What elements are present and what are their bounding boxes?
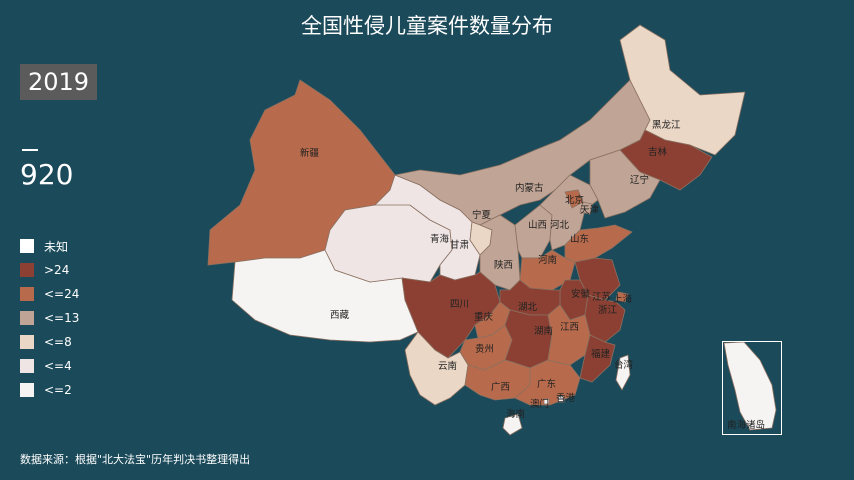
legend-swatch <box>20 359 34 373</box>
label-hainan: 海南 <box>506 408 525 420</box>
label-gansu: 甘肃 <box>450 239 469 251</box>
legend-item-le8: <=8 <box>20 330 79 354</box>
label-jiangxi: 江西 <box>560 322 579 333</box>
label-shanxi: 山西 <box>528 220 547 231</box>
province-shanxi[interactable] <box>514 204 553 259</box>
label-qinghai: 青海 <box>430 233 450 245</box>
legend-item-le2: <=2 <box>20 378 79 402</box>
label-ningxia: 宁夏 <box>472 209 492 221</box>
province-hainan[interactable] <box>502 413 523 436</box>
label-xianggang: 香港 <box>556 392 576 404</box>
label-shandong: 山东 <box>570 233 589 245</box>
label-chongqing: 重庆 <box>474 311 494 323</box>
province-tianjin[interactable] <box>579 201 593 215</box>
province-hebei[interactable] <box>539 174 599 251</box>
label-guizhou: 贵州 <box>475 343 494 355</box>
south-china-sea-inset <box>722 341 782 435</box>
legend-label: <=24 <box>44 287 80 301</box>
label-shaanxi: 陕西 <box>494 259 513 271</box>
province-aomen[interactable] <box>543 398 550 405</box>
legend-swatch <box>20 287 34 301</box>
legend-item-le24: <=24 <box>20 282 79 306</box>
legend-label: 未知 <box>44 239 69 254</box>
province-shanghai[interactable] <box>615 291 629 303</box>
legend-item-gt24: >24 <box>20 258 79 282</box>
label-guangxi: 广西 <box>491 381 510 393</box>
label-heilongjiang: 黑龙江 <box>652 119 681 131</box>
year-badge: 2019 <box>20 64 97 100</box>
label-yunnan: 云南 <box>438 360 457 372</box>
province-taiwan[interactable] <box>615 354 631 391</box>
label-hubei: 湖北 <box>518 302 538 313</box>
data-source: 数据来源：根据"北大法宝"历年判决书整理得出 <box>20 453 251 466</box>
label-shanghai: 上海 <box>613 293 633 305</box>
label-zhejiang: 浙江 <box>598 304 618 316</box>
label-henan: 河南 <box>538 254 557 266</box>
province-heilongjiang[interactable] <box>619 24 746 156</box>
province-guangdong[interactable] <box>514 359 581 406</box>
province-fujian[interactable] <box>579 334 616 383</box>
legend-swatch <box>20 263 34 277</box>
legend-swatch <box>20 311 34 325</box>
label-neimenggu: 内蒙古 <box>515 182 544 194</box>
legend-item-unknown: 未知 <box>20 234 79 258</box>
label-xinjiang: 新疆 <box>300 147 320 159</box>
map-title: 全国性侵儿童案件数量分布 <box>301 14 553 38</box>
legend-swatch <box>20 335 34 349</box>
legend-label: <=13 <box>44 311 80 325</box>
legend-label: <=8 <box>44 335 72 349</box>
province-xianggang[interactable] <box>557 395 565 403</box>
label-taiwan: 台湾 <box>614 359 634 371</box>
legend-label: <=2 <box>44 383 72 397</box>
label-xizang: 西藏 <box>330 309 350 321</box>
legend: 未知 >24 <=24 <=13 <=8 <=4 <=2 <box>20 234 79 402</box>
total-count: 920 <box>20 158 74 191</box>
label-nanhai: 南海诸岛 <box>727 419 765 431</box>
total-dash <box>22 149 38 151</box>
province-yunnan[interactable] <box>404 331 469 406</box>
label-hunan: 湖南 <box>534 325 553 337</box>
label-jilin: 吉林 <box>648 146 668 158</box>
label-sichuan: 四川 <box>450 299 469 310</box>
label-fujian: 福建 <box>591 348 611 360</box>
legend-item-le13: <=13 <box>20 306 79 330</box>
province-shaanxi[interactable] <box>479 214 521 291</box>
label-guangdong: 广东 <box>537 378 556 390</box>
legend-swatch <box>20 239 34 253</box>
label-liaoning: 辽宁 <box>630 174 649 186</box>
legend-swatch <box>20 383 34 397</box>
label-hebei: 河北 <box>550 219 570 231</box>
label-jiangsu: 江苏 <box>592 291 612 303</box>
label-tianjin: 天津 <box>580 205 600 216</box>
legend-item-le4: <=4 <box>20 354 79 378</box>
label-beijing: 北京 <box>565 194 584 206</box>
province-hunan[interactable] <box>504 309 553 369</box>
legend-label: >24 <box>44 263 70 277</box>
province-nanhai[interactable] <box>723 341 777 431</box>
label-aomen: 澳门 <box>530 398 549 410</box>
legend-label: <=4 <box>44 359 72 373</box>
label-anhui: 安徽 <box>571 288 591 300</box>
